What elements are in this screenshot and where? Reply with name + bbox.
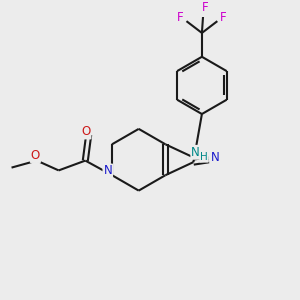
Text: F: F xyxy=(201,1,208,14)
Text: O: O xyxy=(81,125,91,139)
Text: F: F xyxy=(177,11,184,24)
Text: H: H xyxy=(200,152,208,162)
Text: F: F xyxy=(220,11,227,24)
Text: O: O xyxy=(31,149,40,162)
Text: N: N xyxy=(211,151,219,164)
Text: N: N xyxy=(191,146,200,159)
Text: N: N xyxy=(103,164,112,178)
